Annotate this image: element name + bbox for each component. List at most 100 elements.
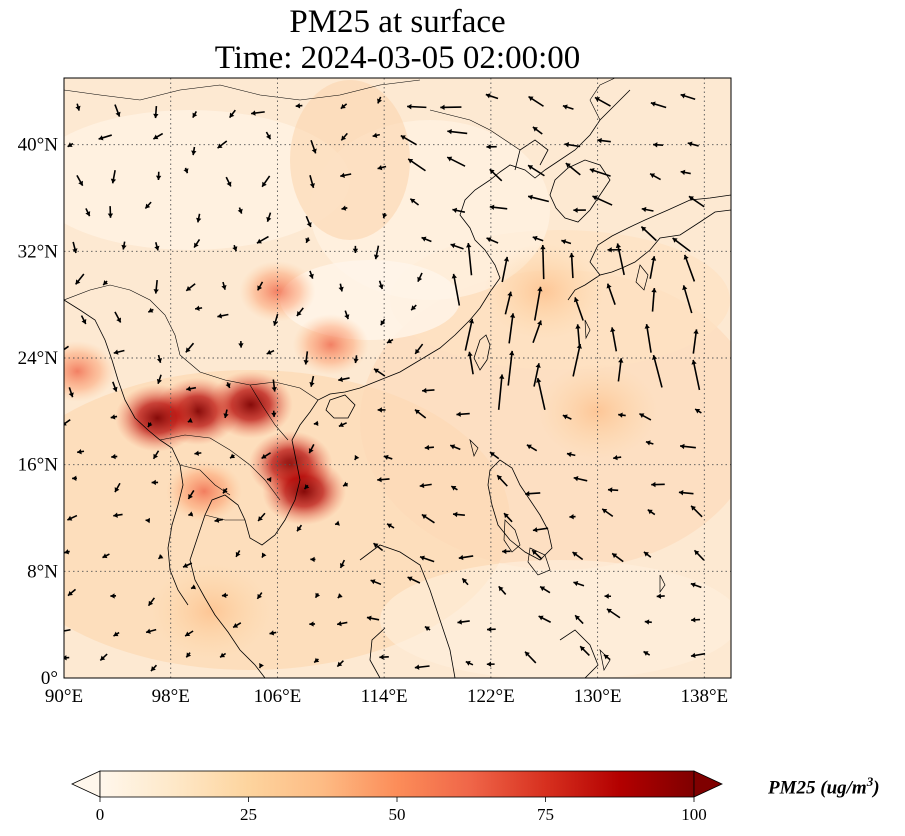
- wind-arrow: [187, 417, 193, 423]
- wind-arrow: [645, 440, 654, 446]
- wind-arrow: [102, 280, 109, 286]
- wind-arrow: [309, 175, 315, 189]
- wind-arrow: [486, 661, 495, 667]
- wind-arrow: [694, 408, 702, 414]
- wind-arrow: [606, 608, 621, 619]
- wind-arrow: [527, 164, 545, 177]
- wind-arrow: [540, 244, 546, 280]
- wind-arrow: [229, 453, 236, 459]
- wind-arrow: [370, 579, 382, 586]
- lon-tick-label: 114°E: [361, 686, 408, 707]
- wind-arrow: [75, 273, 85, 285]
- wind-arrow: [269, 630, 277, 636]
- wind-arrow: [305, 215, 312, 228]
- wind-arrow: [237, 207, 243, 214]
- wind-arrow: [690, 652, 706, 659]
- wind-arrow: [606, 283, 616, 305]
- wind-arrow: [308, 444, 315, 454]
- wind-arrow: [182, 562, 193, 568]
- wind-arrow: [532, 235, 544, 242]
- colorbar-tick-label: 0: [96, 805, 105, 824]
- wind-arrow: [110, 593, 117, 599]
- wind-arrow: [114, 104, 121, 117]
- wind-arrow: [67, 514, 78, 521]
- colorbar-label-text: PM25 (ug/m: [768, 777, 867, 799]
- wind-arrow: [67, 142, 74, 148]
- lon-tick-label: 138°E: [680, 686, 728, 707]
- wind-arrow: [353, 355, 359, 364]
- wind-arrow: [641, 206, 654, 213]
- wind-arrow: [501, 256, 510, 283]
- wind-arrow: [221, 592, 228, 598]
- wind-arrow: [336, 660, 344, 668]
- wind-arrow: [261, 452, 271, 460]
- wind-arrow: [272, 313, 279, 326]
- wind-arrow: [190, 584, 197, 590]
- wind-arrow: [574, 614, 584, 625]
- wind-arrow: [377, 164, 387, 171]
- wind-arrow: [447, 128, 468, 135]
- wind-arrow: [373, 542, 384, 552]
- wind-arrow: [85, 208, 91, 217]
- wind-arrow: [156, 354, 163, 363]
- wind-arrow: [188, 511, 194, 517]
- wind-arrow: [228, 109, 236, 119]
- pm25-hotspot: [115, 384, 200, 452]
- wind-arrow: [152, 132, 164, 140]
- wind-arrow: [653, 142, 664, 148]
- pm25-hotspot: [64, 340, 116, 402]
- wind-arrow: [64, 419, 71, 426]
- wind-arrow: [113, 512, 123, 518]
- wind-arrow: [341, 205, 348, 211]
- wind-arrow: [533, 286, 543, 321]
- wind-arrow: [421, 236, 432, 243]
- wind-arrow: [690, 582, 702, 589]
- wind-arrow: [214, 517, 223, 523]
- wind-arrow: [575, 324, 581, 349]
- wind-arrow: [334, 520, 340, 526]
- wind-arrow: [419, 555, 435, 563]
- wind-vectors: [64, 93, 706, 672]
- wind-arrow: [303, 351, 309, 365]
- wind-arrow: [527, 194, 549, 203]
- wind-arrow: [219, 652, 227, 658]
- wind-arrow: [528, 95, 544, 107]
- wind-arrow: [525, 490, 541, 497]
- latitude-tick-labels: 40°N 32°N 24°N 16°N 8°N 0°: [18, 135, 59, 689]
- colorbar-label: PM25 (ug/m3): [768, 774, 880, 799]
- wind-arrow: [561, 239, 572, 245]
- wind-arrow: [457, 619, 470, 625]
- wind-arrow: [68, 387, 74, 398]
- wind-arrow: [649, 173, 661, 181]
- wind-arrow: [615, 243, 625, 276]
- wind-arrow: [651, 354, 663, 388]
- wind-arrow: [539, 585, 551, 594]
- wind-arrow: [144, 201, 152, 210]
- wind-arrow: [156, 374, 162, 385]
- wind-arrow: [449, 444, 461, 451]
- wind-arrow: [366, 615, 380, 621]
- wind-arrow: [644, 324, 652, 353]
- wind-arrow: [466, 242, 473, 276]
- wind-arrow: [679, 443, 696, 450]
- lon-tick-label: 122°E: [467, 686, 515, 707]
- wind-arrow: [340, 172, 352, 178]
- lat-tick-label: 8°N: [27, 561, 58, 582]
- wind-arrow: [373, 368, 386, 377]
- wind-arrow: [110, 170, 117, 184]
- wind-arrow: [339, 559, 346, 569]
- wind-arrow: [690, 505, 703, 518]
- wind-arrow: [80, 315, 87, 325]
- wind-arrow: [672, 237, 691, 252]
- wind-arrow: [310, 556, 316, 563]
- wind-arrow: [639, 412, 652, 421]
- wind-arrow: [650, 101, 667, 109]
- wind-arrow: [337, 593, 343, 599]
- wind-arrow: [338, 422, 347, 428]
- wind-arrow: [566, 451, 576, 458]
- wind-arrow: [464, 318, 475, 351]
- wind-arrow: [151, 479, 159, 486]
- wind-arrow: [456, 411, 470, 417]
- wind-arrow: [258, 663, 264, 669]
